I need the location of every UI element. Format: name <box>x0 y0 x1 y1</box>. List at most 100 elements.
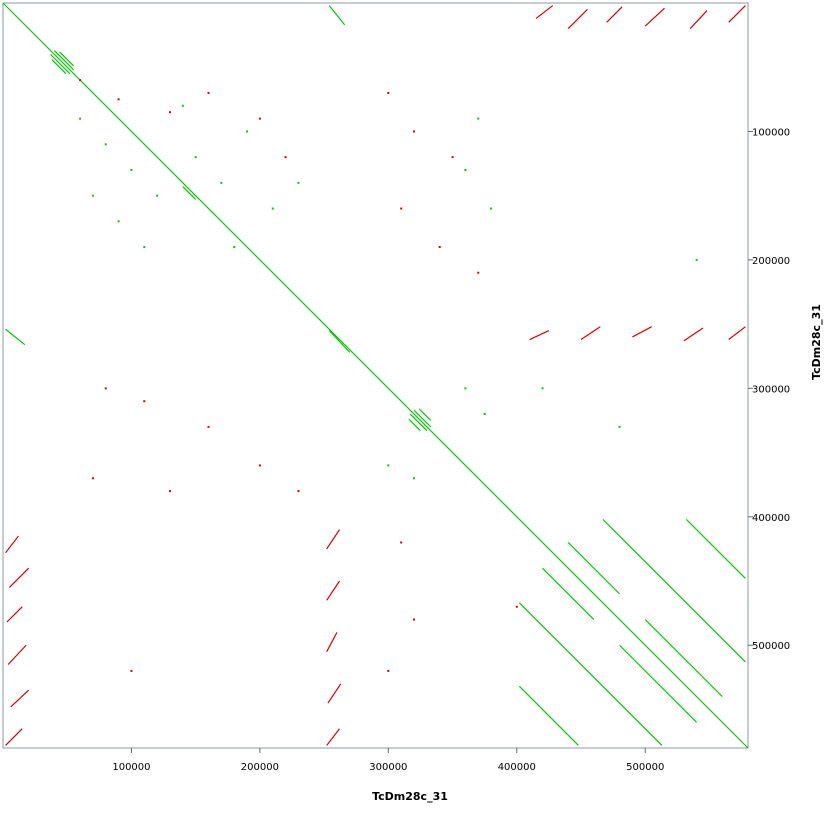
reverse-dot <box>515 605 518 608</box>
forward-alignment <box>5 328 26 346</box>
reverse-dot <box>79 79 82 82</box>
reverse-alignment <box>606 6 623 23</box>
reverse-alignment <box>326 529 341 550</box>
reverse-dot <box>91 477 94 480</box>
reverse-alignment <box>580 326 601 341</box>
forward-dot <box>541 387 544 390</box>
forward-dot <box>618 425 621 428</box>
forward-alignment <box>602 518 746 663</box>
forward-dot <box>271 207 274 210</box>
reverse-dot <box>413 130 416 133</box>
reverse-dot <box>143 400 146 403</box>
forward-alignment <box>418 408 432 421</box>
forward-dot <box>220 181 223 184</box>
reverse-dot <box>168 111 171 114</box>
reverse-alignment <box>644 7 665 27</box>
y-tick-label: 100000 <box>752 127 790 138</box>
reverse-alignment <box>6 606 23 623</box>
forward-alignment <box>619 644 698 723</box>
y-tick-label: 200000 <box>752 256 790 267</box>
y-tick-label: 400000 <box>752 513 790 524</box>
reverse-dot <box>284 156 287 159</box>
forward-dot <box>91 194 94 197</box>
reverse-alignment <box>326 632 338 652</box>
forward-alignment <box>328 330 351 353</box>
forward-dot <box>477 117 480 120</box>
reverse-dot <box>400 541 403 544</box>
x-axis-title: TcDm28c_31 <box>372 790 448 803</box>
forward-dot <box>387 464 390 467</box>
reverse-dot <box>477 271 480 274</box>
forward-alignment <box>59 51 75 67</box>
forward-alignment <box>644 619 723 698</box>
forward-dot <box>246 130 249 133</box>
reverse-alignment <box>326 580 341 601</box>
reverse-dot <box>258 464 261 467</box>
reverse-dot <box>207 425 210 428</box>
forward-alignment <box>182 186 197 200</box>
forward-alignment <box>685 518 746 579</box>
forward-dot <box>483 413 486 416</box>
reverse-alignment <box>632 326 652 338</box>
reverse-dot <box>168 490 171 493</box>
reverse-alignment <box>567 8 588 30</box>
forward-alignment <box>328 5 346 26</box>
forward-alignment <box>408 418 421 432</box>
forward-dot <box>464 387 467 390</box>
reverse-dot <box>413 618 416 621</box>
reverse-dot <box>258 117 261 120</box>
forward-alignment <box>53 50 75 71</box>
reverse-alignment <box>728 5 746 23</box>
forward-dot <box>490 207 493 210</box>
reverse-dot <box>400 207 403 210</box>
forward-alignment <box>518 685 579 746</box>
reverse-alignment <box>326 728 341 746</box>
y-tick-label: 500000 <box>752 641 790 652</box>
reverse-dot <box>387 91 390 94</box>
forward-alignment <box>518 602 663 746</box>
reverse-alignment <box>8 567 30 588</box>
forward-alignment <box>567 542 620 595</box>
x-tick-label: 500000 <box>626 762 664 773</box>
forward-alignment <box>542 567 595 620</box>
reverse-alignment <box>7 644 27 665</box>
forward-dot <box>194 156 197 159</box>
reverse-alignment <box>327 683 342 704</box>
reverse-dot <box>297 490 300 493</box>
reverse-dot <box>451 156 454 159</box>
reverse-dot <box>104 387 107 390</box>
reverse-dot <box>387 669 390 672</box>
forward-dot <box>79 117 82 120</box>
x-tick-label: 400000 <box>498 762 536 773</box>
forward-alignment <box>2 2 749 749</box>
x-tick-label: 200000 <box>241 762 279 773</box>
reverse-alignment <box>10 689 30 708</box>
forward-dot <box>464 168 467 171</box>
y-axis-title: TcDm28c_31 <box>810 304 823 380</box>
reverse-alignment <box>728 326 746 341</box>
reverse-alignment <box>5 728 23 746</box>
forward-dot <box>233 246 236 249</box>
reverse-alignment <box>529 329 550 341</box>
forward-dot <box>695 258 698 261</box>
x-tick-label: 100000 <box>112 762 150 773</box>
forward-dot <box>130 168 133 171</box>
reverse-dot <box>438 246 441 249</box>
reverse-alignment <box>5 535 19 554</box>
forward-alignment <box>50 53 71 75</box>
reverse-alignment <box>535 5 554 19</box>
forward-dot <box>117 220 120 223</box>
forward-alignment <box>413 409 432 428</box>
forward-dot <box>413 477 416 480</box>
reverse-dot <box>207 91 210 94</box>
reverse-alignment <box>689 10 708 30</box>
forward-dot <box>156 194 159 197</box>
reverse-dot <box>117 98 120 101</box>
forward-alignment <box>51 59 67 75</box>
y-tick-label: 300000 <box>752 384 790 395</box>
reverse-dot <box>130 669 133 672</box>
x-tick-label: 300000 <box>369 762 407 773</box>
forward-dot <box>143 246 146 249</box>
reverse-alignment <box>683 327 704 342</box>
